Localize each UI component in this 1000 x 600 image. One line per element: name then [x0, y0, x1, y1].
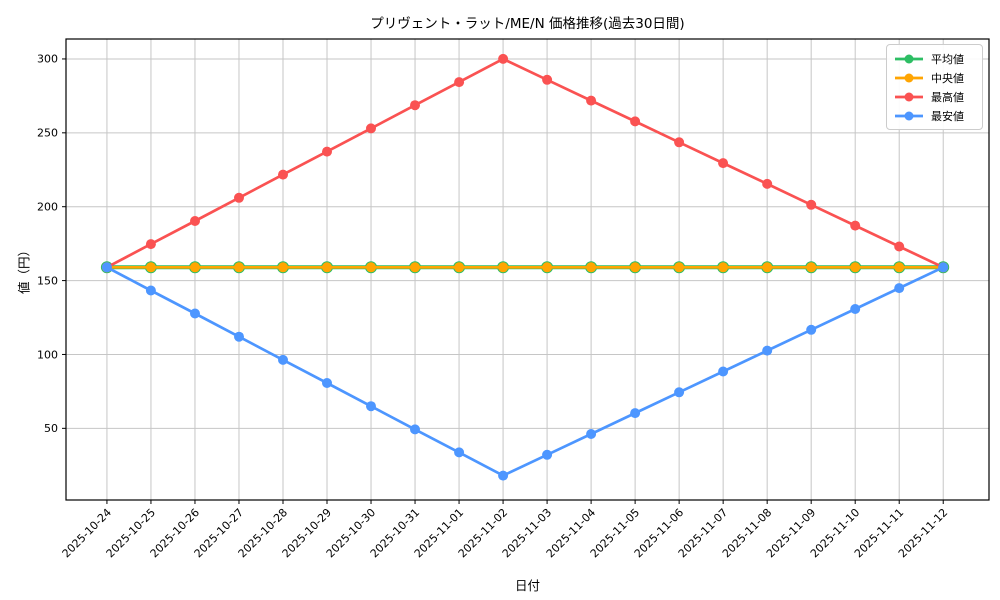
data-point-min: [234, 331, 244, 342]
data-point-max: [410, 100, 420, 111]
data-point-median: [190, 262, 200, 273]
data-point-min: [101, 262, 112, 273]
data-point-max: [674, 137, 685, 148]
data-point-max: [894, 241, 905, 252]
data-point-median: [145, 262, 156, 273]
x-tick-labels: 2025-10-242025-10-252025-10-262025-10-27…: [60, 506, 951, 560]
data-point-median: [410, 262, 420, 273]
legend: 平均値中央値最高値最安値: [886, 44, 983, 130]
series-line-max: [105, 57, 945, 269]
legend-marker-min: [895, 111, 923, 120]
data-point-max: [278, 169, 288, 180]
data-point-median: [366, 262, 376, 273]
data-point-median: [762, 262, 773, 273]
data-point-max: [806, 199, 817, 210]
legend-item-mean: 平均値: [887, 49, 982, 68]
data-point-median: [806, 262, 817, 273]
data-point-max: [630, 116, 641, 127]
data-point-max: [454, 77, 465, 88]
data-point-max: [322, 146, 332, 157]
legend-item-median: 中央値: [887, 68, 982, 87]
data-point-min: [322, 378, 332, 388]
data-point-min: [938, 262, 949, 273]
data-point-median: [894, 262, 905, 273]
data-point-min: [850, 304, 861, 314]
x-axis-label: 日付: [514, 578, 540, 593]
y-tick-label: 50: [44, 422, 58, 435]
data-point-median: [322, 262, 332, 273]
data-point-min: [630, 408, 641, 419]
data-point-min: [278, 354, 288, 365]
chart-title: プリヴェント・ラット/ME/N 価格推移(過去30日間): [370, 16, 685, 32]
legend-label: 中央値: [931, 71, 964, 85]
legend-marker-max: [895, 92, 923, 101]
y-axis-label: 値（円）: [16, 243, 32, 295]
data-point-min: [542, 449, 553, 460]
data-point-median: [498, 262, 509, 273]
y-tick-label: 250: [37, 127, 58, 140]
data-point-min: [410, 424, 420, 435]
data-point-min: [806, 324, 817, 335]
series-median: [101, 262, 949, 273]
data-point-min: [190, 308, 200, 319]
legend-label: 平均値: [931, 52, 964, 66]
series-min: [101, 262, 949, 481]
data-point-min: [498, 470, 509, 481]
legend-marker-mean: [895, 54, 923, 63]
data-point-median: [542, 262, 553, 273]
legend-label: 最高値: [931, 90, 964, 104]
y-tick-label: 300: [37, 53, 58, 66]
plot-border: [65, 38, 990, 501]
data-point-max: [145, 239, 156, 250]
data-point-min: [454, 447, 465, 458]
legend-marker-median: [895, 73, 923, 82]
data-point-max: [850, 220, 861, 231]
data-point-median: [234, 262, 244, 273]
data-point-max: [542, 74, 553, 85]
data-point-median: [718, 262, 729, 273]
data-point-max: [366, 123, 376, 134]
legend-label: 最安値: [931, 109, 964, 123]
data-point-min: [762, 345, 773, 356]
data-point-median: [850, 262, 861, 273]
y-tick-labels: 50 100 150 200 250 300: [37, 53, 58, 435]
data-point-min: [586, 429, 597, 439]
legend-item-min: 最安値: [887, 106, 982, 125]
data-point-max: [234, 192, 244, 203]
data-point-median: [630, 262, 641, 273]
data-point-min: [674, 387, 685, 398]
y-tick-label: 100: [37, 348, 58, 361]
axis-ticks: [62, 58, 944, 504]
data-point-min: [366, 401, 376, 412]
data-point-median: [586, 262, 597, 273]
data-point-median: [454, 262, 465, 273]
data-point-median: [278, 262, 288, 273]
data-point-min: [718, 366, 729, 377]
data-point-max: [498, 53, 509, 64]
legend-item-max: 最高値: [887, 87, 982, 106]
data-point-max: [586, 95, 597, 106]
data-point-min: [894, 283, 905, 294]
y-tick-label: 200: [37, 201, 58, 214]
data-point-median: [674, 262, 685, 273]
data-point-max: [718, 158, 729, 169]
series-max: [101, 53, 949, 273]
series-line-min: [105, 265, 945, 477]
data-point-max: [190, 216, 200, 226]
y-tick-label: 150: [37, 274, 58, 287]
data-point-min: [145, 285, 156, 296]
data-point-max: [762, 178, 773, 189]
